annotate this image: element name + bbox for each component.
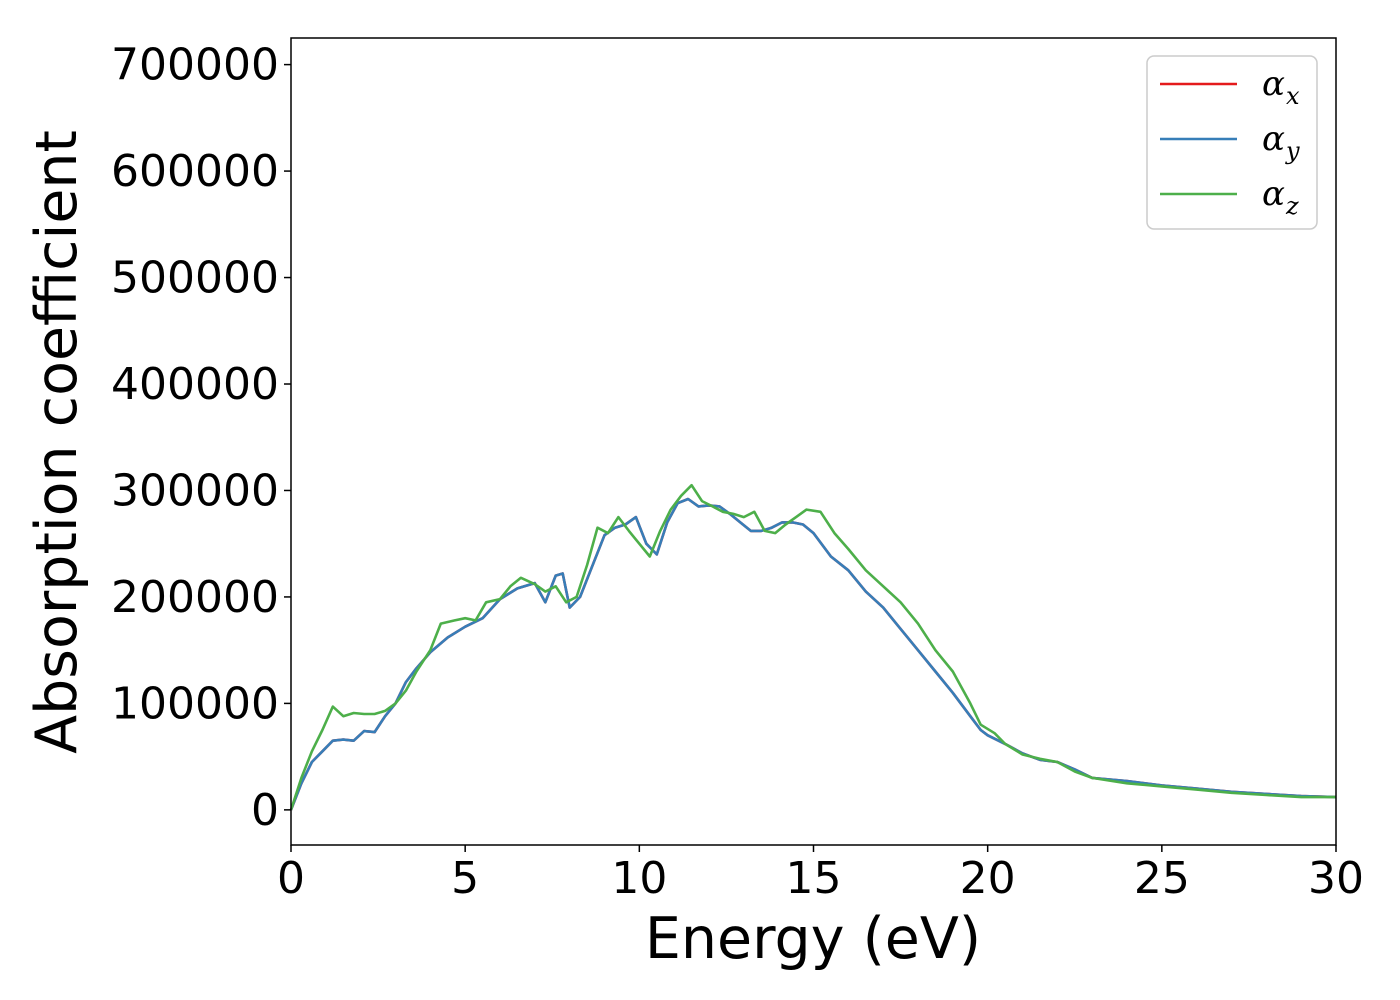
series-line-z <box>289 483 1336 811</box>
x-tick-label: 15 <box>786 853 842 904</box>
y-axis-label: Absorption coefficient <box>24 130 90 754</box>
legend-symbol: α <box>1262 119 1285 159</box>
legend-label-x: αx <box>1262 64 1300 110</box>
x-tick-label: 5 <box>451 853 479 904</box>
legend-label-z: αz <box>1262 174 1299 220</box>
y-tick-label: 500000 <box>111 253 279 304</box>
x-tick-label: 20 <box>960 853 1016 904</box>
legend-subscript: y <box>1285 137 1300 165</box>
x-tick-label: 30 <box>1308 853 1364 904</box>
legend-symbol: α <box>1262 174 1285 214</box>
y-tick-label: 400000 <box>111 359 279 410</box>
y-tick-label: 300000 <box>111 465 279 516</box>
x-axis-ticks: 0 5 10 15 20 25 30 <box>277 845 1364 904</box>
legend-subscript: z <box>1285 192 1299 220</box>
x-axis-label: Energy (eV) <box>645 906 981 972</box>
y-tick-label: 0 <box>251 785 279 836</box>
y-tick-label: 200000 <box>111 572 279 623</box>
y-tick-label: 100000 <box>111 678 279 729</box>
legend-subscript: x <box>1286 82 1300 110</box>
legend-label-y: αy <box>1262 119 1300 165</box>
y-tick-label: 600000 <box>111 146 279 197</box>
x-tick-label: 25 <box>1134 853 1190 904</box>
plot-area-frame <box>290 37 1337 846</box>
x-tick-label: 0 <box>277 853 305 904</box>
y-axis-ticks: 0 100000 200000 300000 400000 500000 600000 700… <box>111 40 291 836</box>
legend-box <box>1146 55 1318 230</box>
y-tick-label: 700000 <box>111 40 279 91</box>
plot-lines <box>289 483 1337 811</box>
x-tick-label: 10 <box>611 853 667 904</box>
legend-symbol: α <box>1262 64 1285 104</box>
